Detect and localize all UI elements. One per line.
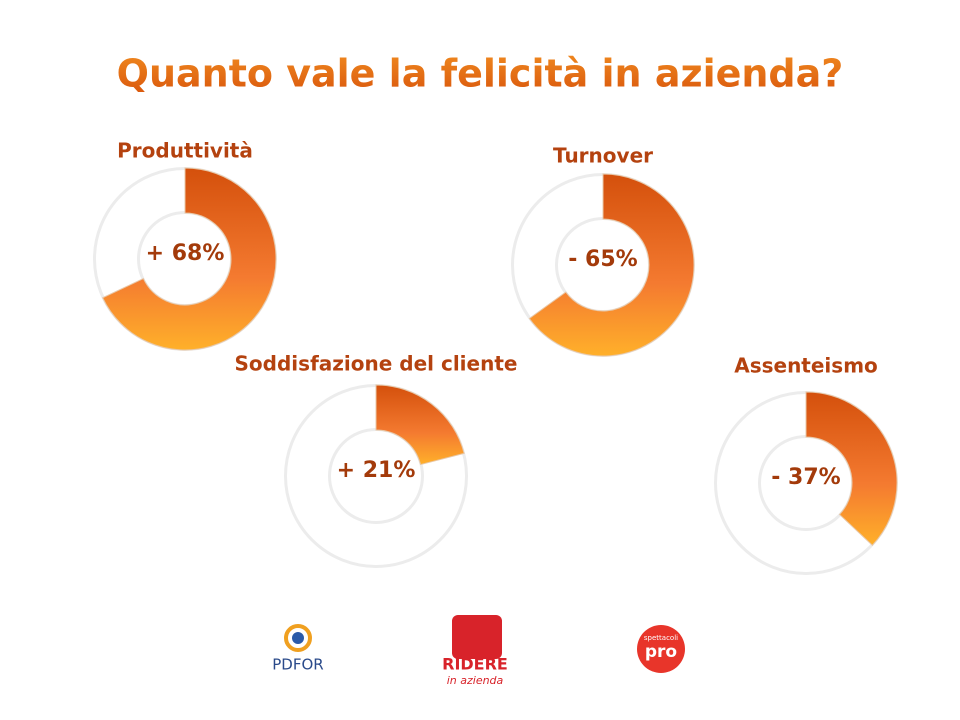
logo-icon <box>292 632 304 644</box>
logo-pdfor: PDFOR <box>272 624 324 674</box>
logo-spettacoli-pro: spettacoli pro <box>637 625 685 673</box>
logo-icon <box>452 615 502 659</box>
value-label: - 65% <box>568 247 637 272</box>
chart-title: Turnover <box>553 144 653 168</box>
donut-segment <box>805 391 898 547</box>
logo-text: in azienda <box>447 674 504 687</box>
logo-ridere: RIDERE in azienda <box>442 615 508 687</box>
logo-icon <box>284 624 312 652</box>
chart-title: Produttività <box>117 139 253 163</box>
logo-icon <box>637 625 685 673</box>
value-label: + 21% <box>337 458 416 483</box>
donut-segment <box>101 167 277 351</box>
slide-title: Quanto vale la felicità in azienda? <box>117 52 844 96</box>
value-label: - 37% <box>771 465 840 490</box>
logo-text: pro <box>645 642 677 662</box>
logo-text: spettacoli <box>644 634 678 642</box>
value-label: + 68% <box>146 241 225 266</box>
donut-segment <box>528 173 695 357</box>
chart-title: Assenteismo <box>734 354 878 378</box>
donut-segment <box>375 384 465 466</box>
logo-text: PDFOR <box>272 656 323 674</box>
chart-title: Soddisfazione del cliente <box>235 352 518 376</box>
logo-text: RIDERE <box>442 655 508 674</box>
